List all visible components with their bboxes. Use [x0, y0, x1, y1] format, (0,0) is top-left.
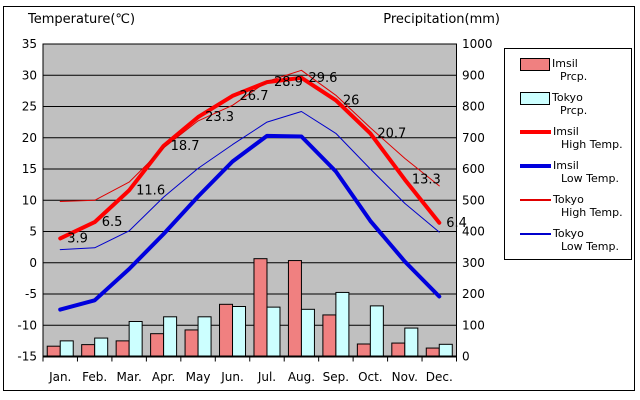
legend-swatch-icon [520, 233, 551, 235]
bar-imsil-prcp- [391, 342, 406, 357]
legend-entry-tokyo-high-temp-: Tokyo High Temp. [505, 193, 631, 227]
bar-imsil-prcp- [253, 258, 268, 357]
month-label: May [186, 370, 211, 384]
bar-imsil-prcp- [219, 303, 234, 357]
bar-imsil-prcp- [46, 345, 61, 357]
high-temp-value-label: 28.9 [274, 75, 303, 90]
bar-imsil-prcp- [81, 344, 96, 357]
high-temp-value-label: 6.4 [446, 216, 467, 231]
temp-tick-label: 35 [22, 37, 37, 51]
temp-tick-label: 25 [22, 100, 37, 114]
precip-tick-label: 700 [462, 131, 485, 145]
bar-imsil-prcp- [287, 260, 302, 357]
precip-tick-label: 100 [462, 318, 485, 332]
temp-tick-label: 20 [22, 131, 37, 145]
legend-entry-tokyo-low-temp-: Tokyo Low Temp. [505, 227, 631, 261]
bar-tokyo-prcp- [300, 308, 315, 357]
legend-swatch-icon [520, 164, 551, 168]
month-label: Jun. [220, 370, 244, 384]
high-temp-value-label: 18.7 [171, 139, 200, 154]
precip-tick-label: 1000 [462, 37, 493, 51]
legend-entry-imsil-prcp-: Imsil Prcp. [505, 57, 631, 91]
month-label: Dec. [426, 370, 453, 384]
legend-swatch-icon [520, 199, 551, 201]
bar-imsil-prcp- [322, 314, 337, 357]
legend-label: Imsil Low Temp. [553, 159, 619, 185]
precip-tick-label: 600 [462, 162, 485, 176]
month-label: Jan. [48, 370, 71, 384]
bar-imsil-prcp- [184, 329, 199, 357]
temp-tick-label: -5 [25, 287, 37, 301]
bar-tokyo-prcp- [335, 291, 350, 357]
bar-tokyo-prcp- [197, 316, 212, 357]
high-temp-value-label: 13.3 [412, 173, 441, 188]
month-label: Nov. [392, 370, 418, 384]
precip-tick-label: 0 [462, 350, 470, 364]
high-temp-value-label: 6.5 [102, 215, 123, 230]
legend-entry-imsil-high-temp-: Imsil High Temp. [505, 125, 631, 159]
month-label: Mar. [116, 370, 141, 384]
temp-tick-label: 30 [22, 68, 37, 82]
legend-swatch-icon [520, 58, 550, 71]
bar-tokyo-prcp- [128, 321, 143, 357]
bar-tokyo-prcp- [266, 306, 281, 357]
legend-swatch-icon [520, 130, 551, 134]
temperature-axis-title: Temperature(℃) [28, 12, 136, 27]
bar-tokyo-prcp- [232, 306, 247, 357]
line-imsil-low-temp- [58, 133, 442, 312]
temp-tick-label: 10 [22, 193, 37, 207]
high-temp-value-label: 23.3 [205, 110, 234, 125]
precip-tick-label: 800 [462, 100, 485, 114]
line-tokyo-high-temp- [59, 69, 440, 202]
legend-label: Imsil Prcp. [552, 57, 588, 83]
legend-label: Imsil High Temp. [553, 125, 623, 151]
precip-tick-label: 300 [462, 256, 485, 270]
bar-imsil-prcp- [150, 333, 165, 357]
temp-tick-label: -10 [17, 318, 37, 332]
month-label: Jul. [257, 370, 276, 384]
line-imsil-high-temp- [58, 75, 442, 241]
legend-label: Tokyo Low Temp. [553, 227, 619, 253]
high-temp-value-label: 26 [343, 93, 360, 108]
month-label: Sep. [323, 370, 349, 384]
temp-tick-label: 15 [22, 162, 37, 176]
bar-tokyo-prcp- [163, 316, 178, 357]
precip-tick-label: 400 [462, 225, 485, 239]
precip-tick-label: 200 [462, 287, 485, 301]
month-label: Oct. [358, 370, 383, 384]
legend-entry-tokyo-prcp-: Tokyo Prcp. [505, 91, 631, 125]
line-tokyo-low-temp- [59, 111, 440, 251]
legend-entry-imsil-low-temp-: Imsil Low Temp. [505, 159, 631, 193]
bar-imsil-prcp- [356, 343, 371, 357]
chart-legend: Imsil Prcp. Tokyo Prcp. Imsil High Temp. Imsil… [504, 48, 632, 260]
precip-tick-label: 500 [462, 193, 485, 207]
high-temp-value-label: 26.7 [240, 89, 269, 104]
legend-label: Tokyo Prcp. [552, 91, 588, 117]
temp-tick-label: -15 [17, 350, 37, 364]
month-label: Apr. [152, 370, 175, 384]
bar-tokyo-prcp- [404, 327, 419, 357]
high-temp-value-label: 3.9 [67, 231, 88, 246]
month-label: Feb. [82, 370, 107, 384]
temp-tick-label: 0 [29, 256, 37, 270]
high-temp-value-label: 29.6 [308, 71, 337, 86]
precip-tick-label: 900 [462, 68, 485, 82]
legend-label: Tokyo High Temp. [553, 193, 623, 219]
high-temp-value-label: 11.6 [136, 183, 165, 198]
bar-imsil-prcp- [425, 347, 440, 357]
bar-tokyo-prcp- [94, 337, 109, 357]
bar-tokyo-prcp- [438, 343, 453, 357]
legend-swatch-icon [520, 92, 550, 105]
temp-tick-label: 5 [29, 225, 37, 239]
bar-tokyo-prcp- [369, 305, 384, 357]
high-temp-value-label: 20.7 [377, 126, 406, 141]
precipitation-axis-title: Precipitation(mm) [383, 12, 500, 27]
month-label: Aug. [288, 370, 315, 384]
bar-tokyo-prcp- [59, 340, 74, 357]
bar-imsil-prcp- [115, 340, 130, 357]
